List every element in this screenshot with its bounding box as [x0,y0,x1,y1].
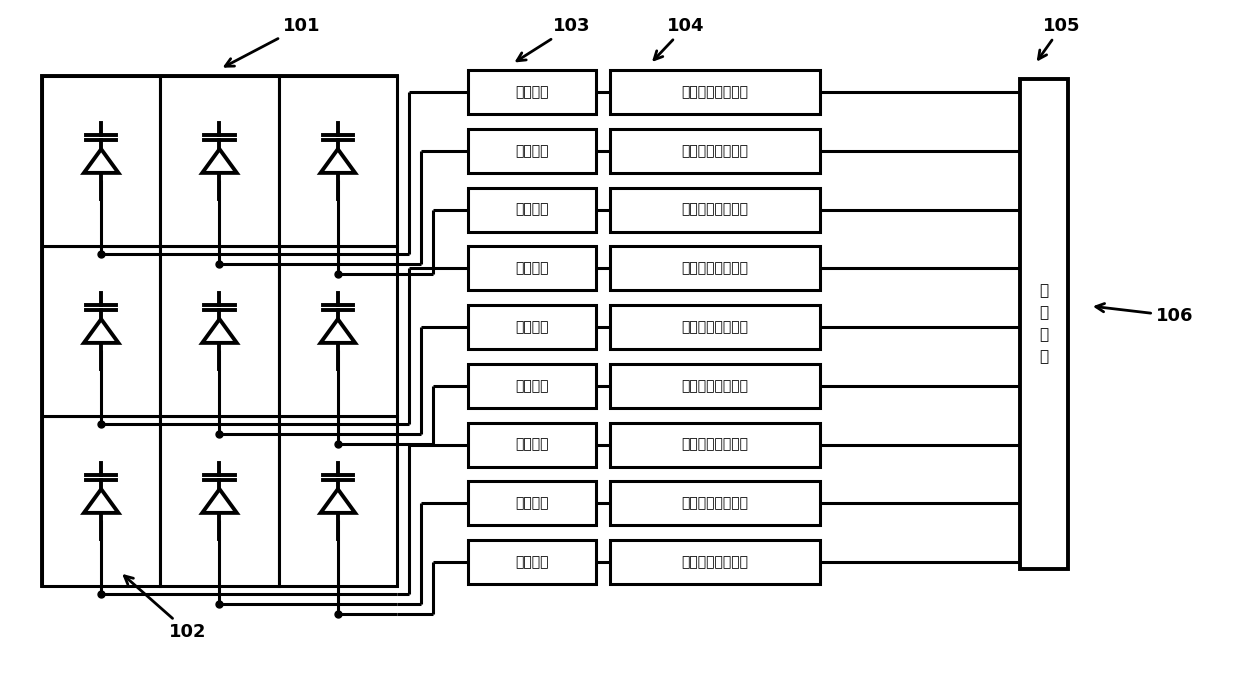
Bar [467,187,596,231]
Text: 总: 总 [1039,284,1049,299]
Polygon shape [84,149,119,173]
Text: 101: 101 [226,17,321,66]
Polygon shape [321,319,355,343]
Polygon shape [202,319,237,343]
Text: 102: 102 [124,576,207,641]
Text: 103: 103 [517,17,590,61]
Text: 脉冲时间压缩电路: 脉冲时间压缩电路 [682,496,749,510]
Text: 淩灭电路: 淩灭电路 [516,496,549,510]
Bar [467,129,596,173]
Bar [467,540,596,584]
Text: 淩灭电路: 淩灭电路 [516,555,549,569]
Bar [610,129,820,173]
Bar [42,76,397,586]
Text: 脉冲时间压缩电路: 脉冲时间压缩电路 [682,85,749,99]
Bar [610,540,820,584]
Text: 淩灭电路: 淩灭电路 [516,379,549,393]
Bar [467,305,596,349]
Text: 104: 104 [653,17,704,60]
Text: 淩灭电路: 淩灭电路 [516,320,549,334]
Text: 脉冲时间压缩电路: 脉冲时间压缩电路 [682,437,749,452]
Bar [42,246,160,416]
Polygon shape [84,489,119,513]
Bar [279,246,397,416]
Text: 线: 线 [1039,305,1049,321]
Bar [42,416,160,586]
Bar [160,76,279,246]
Bar [610,70,820,114]
Bar [467,246,596,290]
Bar [467,423,596,466]
Bar [610,187,820,231]
Bar [467,364,596,408]
Text: 脉冲时间压缩电路: 脉冲时间压缩电路 [682,320,749,334]
Bar [1021,79,1068,569]
Text: 脉冲时间压缩电路: 脉冲时间压缩电路 [682,144,749,158]
Text: 路: 路 [1039,350,1049,365]
Text: 105: 105 [1038,17,1081,59]
Text: 淩灭电路: 淩灭电路 [516,85,549,99]
Bar [610,305,820,349]
Bar [160,246,279,416]
Bar [610,423,820,466]
Text: 淩灭电路: 淩灭电路 [516,202,549,216]
Polygon shape [84,319,119,343]
Bar [467,70,596,114]
Polygon shape [202,149,237,173]
Bar [467,481,596,525]
Polygon shape [321,489,355,513]
Text: 淩灭电路: 淩灭电路 [516,262,549,275]
Text: 脉冲时间压缩电路: 脉冲时间压缩电路 [682,555,749,569]
Bar [279,416,397,586]
Bar [160,416,279,586]
Bar [610,481,820,525]
Text: 电: 电 [1039,328,1049,342]
Polygon shape [202,489,237,513]
Text: 淩灭电路: 淩灭电路 [516,437,549,452]
Text: 淩灭电路: 淩灭电路 [516,144,549,158]
Bar [279,76,397,246]
Polygon shape [321,149,355,173]
Text: 脉冲时间压缩电路: 脉冲时间压缩电路 [682,202,749,216]
Bar [610,246,820,290]
Text: 脉冲时间压缩电路: 脉冲时间压缩电路 [682,379,749,393]
Text: 106: 106 [1096,303,1194,325]
Text: 脉冲时间压缩电路: 脉冲时间压缩电路 [682,262,749,275]
Bar [42,76,160,246]
Bar [610,364,820,408]
